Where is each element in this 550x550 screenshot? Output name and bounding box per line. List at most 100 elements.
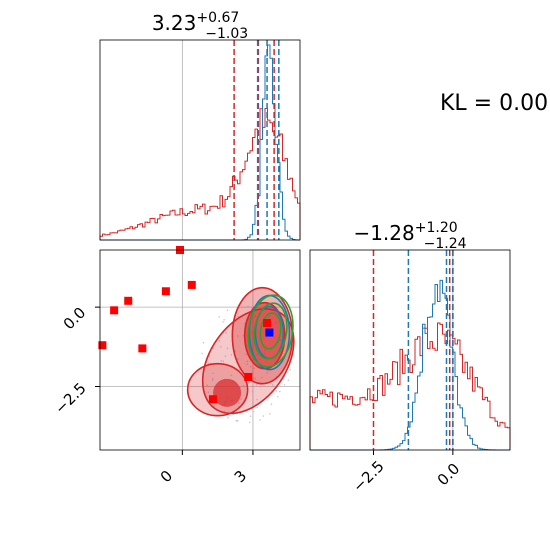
joint-sample-point	[212, 372, 214, 375]
joint-sample-point	[207, 391, 210, 394]
red-marker-4	[161, 287, 170, 296]
red-marker-0	[98, 341, 107, 350]
joint-sample-point	[242, 385, 245, 387]
joint-sample-point	[277, 395, 279, 398]
hist2-minus: −1.24	[424, 236, 467, 252]
hist1-plus: +0.67	[196, 10, 239, 26]
joint-green-contour-inner	[259, 312, 282, 350]
hist2-median: −1.28	[353, 221, 414, 245]
joint-sample-point	[251, 371, 254, 373]
joint-sample-point	[287, 379, 290, 381]
joint-sample-point	[212, 347, 214, 350]
joint-sample-point	[279, 390, 281, 393]
joint-sample-point	[202, 341, 205, 344]
joint-sample-point	[230, 354, 233, 356]
joint-sample-point	[211, 379, 214, 382]
joint-sample-point	[236, 335, 239, 337]
joint-sample-point	[222, 321, 224, 323]
joint-red-contour-core-low	[213, 378, 242, 407]
red-marker-6	[187, 280, 196, 289]
joint-frame	[99, 249, 301, 451]
joint-sample-point	[271, 384, 274, 386]
red-marker-1	[110, 306, 119, 315]
joint-sample-point	[237, 358, 239, 360]
joint-sample-point	[223, 318, 225, 321]
hist2-panel	[309, 249, 511, 455]
joint-sample-point	[254, 377, 256, 380]
joint-sample-point	[220, 345, 222, 348]
joint-sample-point	[249, 365, 252, 368]
joint-sample-point	[206, 384, 208, 387]
joint-sample-point	[224, 355, 227, 357]
joint-sample-point	[270, 403, 273, 406]
joint-sample-point	[253, 367, 256, 370]
joint-panel	[95, 246, 301, 455]
joint-sample-point	[201, 352, 203, 355]
joint-sample-point	[246, 363, 249, 365]
joint-sample-point	[247, 305, 249, 308]
joint-sample-point	[252, 410, 255, 413]
joint-sample-point	[247, 381, 250, 384]
hist2-red-series	[309, 322, 511, 450]
red-marker-7	[208, 395, 217, 404]
joint-sample-point	[218, 339, 221, 342]
joint-sample-point	[246, 360, 249, 363]
y-tick-label-minus2p5: −2.5	[51, 379, 89, 417]
joint-sample-point	[242, 335, 245, 337]
hist2-title: −1.28+1.20 −1.24	[353, 220, 466, 252]
joint-sample-point	[261, 376, 263, 379]
red-marker-9	[263, 319, 272, 328]
joint-sample-point	[237, 315, 239, 318]
hist1-median: 3.23	[152, 11, 197, 35]
hist1-minus: −1.03	[205, 26, 248, 42]
joint-sample-point	[282, 378, 285, 380]
hist1-red-series	[99, 108, 301, 240]
joint-sample-point	[245, 353, 247, 356]
joint-sample-point	[256, 406, 259, 409]
joint-sample-point	[266, 372, 269, 374]
blue-marker	[265, 328, 274, 337]
joint-sample-point	[283, 383, 286, 386]
joint-sample-point	[251, 390, 254, 393]
red-marker-8	[244, 372, 253, 381]
red-marker-3	[138, 344, 147, 353]
joint-sample-point	[275, 390, 278, 392]
joint-sample-point	[262, 415, 265, 417]
hist2-x-tick-label-0: 0.0	[434, 460, 464, 490]
joint-sample-point	[222, 360, 225, 363]
joint-sample-point	[226, 347, 229, 350]
joint-sample-point	[269, 413, 271, 415]
joint-green-contour-outer	[247, 294, 294, 368]
hist1-panel	[99, 39, 301, 241]
joint-sample-point	[248, 421, 251, 424]
joint-sample-point	[212, 377, 214, 380]
x-tick-label-3: 3	[231, 467, 250, 486]
joint-sample-point	[255, 383, 258, 386]
joint-sample-point	[213, 405, 215, 407]
joint-sample-point	[259, 385, 262, 388]
joint-sample-point	[238, 368, 241, 371]
joint-sample-point	[256, 398, 258, 401]
joint-sample-point	[223, 410, 226, 413]
joint-sample-point	[259, 419, 261, 421]
joint-sample-point	[249, 415, 252, 418]
joint-sample-point	[218, 316, 220, 318]
joint-sample-point	[234, 350, 237, 352]
joint-sample-point	[230, 374, 233, 377]
joint-sample-point	[237, 402, 240, 404]
joint-sample-point	[240, 398, 242, 400]
joint-sample-point	[236, 420, 238, 422]
joint-sample-point	[227, 416, 229, 419]
joint-sample-point	[289, 368, 292, 371]
joint-sample-point	[225, 332, 227, 334]
hist2-plus: +1.20	[415, 220, 458, 236]
hist2-frame	[309, 249, 511, 451]
joint-sample-point	[226, 309, 229, 311]
joint-green-contour-mid	[253, 302, 288, 360]
joint-sample-point	[220, 360, 223, 362]
hist2-x-tick-label-minus2p5: −2.5	[349, 457, 387, 495]
x-tick-label-0: 0	[157, 467, 176, 486]
red-marker-2	[124, 296, 133, 305]
hist1-blue-series	[100, 44, 301, 241]
